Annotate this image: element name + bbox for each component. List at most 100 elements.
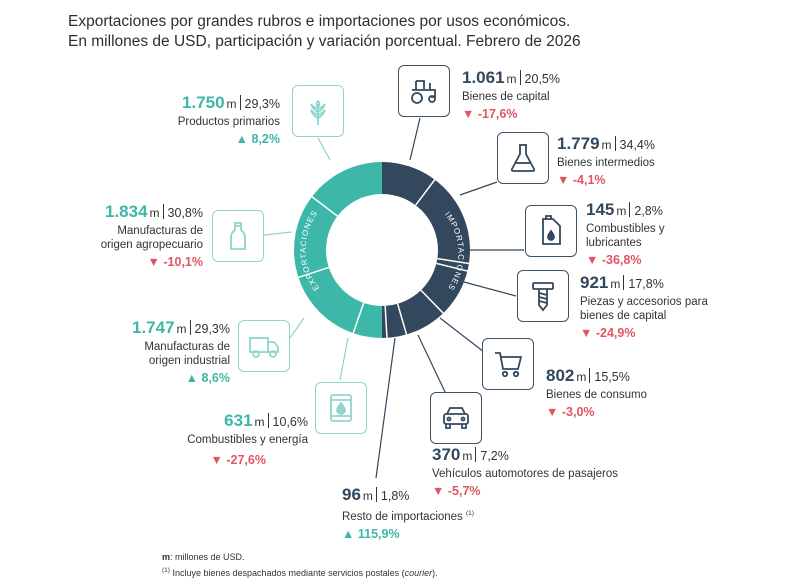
imports-segment-divider [436, 262, 468, 272]
donut-ring [294, 162, 470, 338]
imports-segment-divider [415, 179, 436, 206]
truck-icon [238, 320, 290, 372]
item-value: 1.834 [105, 202, 148, 221]
item-share: 29,3% [194, 322, 230, 336]
imports-ring-segment [382, 162, 470, 338]
leader-line [375, 337, 396, 479]
item-description: Piezas y accesorios para bienes de capit… [580, 296, 708, 322]
exports-item-productos-primarios: 1.750 m 29,3% Productos primarios ▲ 8,2% [177, 93, 280, 146]
imports-item-piezas-accesorios: 921 m 17,8% Piezas y accesorios para biene… [580, 273, 708, 340]
item-change: ▼ -27,6% [210, 453, 266, 467]
arrow-down-icon: ▼ [557, 173, 573, 187]
arrow-down-icon: ▼ [546, 405, 562, 419]
item-description: Bienes de consumo [546, 389, 648, 401]
imports-item-bienes-consumo: 802 m 15,5% Bienes de consumo ▼ -3,0% [546, 366, 648, 419]
item-change: ▼ -4,1% [557, 173, 606, 187]
leader-line [317, 137, 331, 161]
leader-line [409, 117, 421, 161]
item-change: ▼ -24,9% [580, 326, 636, 340]
oil-barrel-icon [315, 382, 367, 434]
item-share: 2,8% [634, 204, 663, 218]
car-icon [430, 392, 482, 444]
item-value: 1.750 [182, 93, 225, 112]
item-value: 1.747 [132, 318, 175, 337]
leader-line [289, 317, 305, 339]
leader-line [417, 334, 447, 395]
arrow-up-icon: ▲ [235, 132, 252, 146]
imports-segment-divider [384, 305, 388, 338]
item-description: Manufacturas de origen industrial [144, 341, 230, 367]
item-value: 370 [432, 445, 461, 464]
item-description: Manufacturas de origen agropecuario [100, 225, 203, 251]
item-description: Vehículos automotores de pasajeros [432, 468, 619, 480]
item-share: 7,2% [480, 449, 509, 463]
item-value: 145 [586, 200, 615, 219]
item-change: ▼ -36,8% [586, 253, 642, 267]
exports-ring-segment [294, 162, 382, 338]
exports-segment-divider [311, 196, 338, 217]
item-value: 802 [546, 366, 575, 385]
arrow-down-icon: ▼ [462, 107, 478, 121]
item-share: 34,4% [619, 138, 655, 152]
flask-icon [497, 132, 549, 184]
arrow-down-icon: ▼ [580, 326, 596, 340]
item-share: 17,8% [628, 277, 664, 291]
item-change: ▼ -10,1% [147, 255, 203, 269]
footnote-mark: (1) [466, 510, 474, 517]
exports-segment-divider [298, 266, 330, 279]
arrow-down-icon: ▼ [147, 255, 164, 269]
arrow-down-icon: ▼ [432, 484, 448, 498]
leader-line [463, 281, 517, 297]
title-line-1: Exportaciones por grandes rubros e impor… [68, 13, 571, 30]
bottle-icon [212, 210, 264, 262]
tractor-icon [398, 65, 450, 117]
item-value: 921 [580, 273, 609, 292]
imports-item-vehiculos: 370 m 7,2% Vehículos automotores de pasaje… [432, 445, 619, 498]
exports-item-manufacturas-industrial: 1.747 m 29,3% Manufacturas de origen indus… [132, 318, 230, 385]
leader-line [439, 317, 485, 353]
item-share: 30,8% [167, 206, 203, 220]
item-value: 96 [342, 485, 361, 504]
exports-segment-divider [352, 302, 365, 334]
footer-footnote: (1) Incluye bienes despachados mediante … [162, 567, 438, 578]
item-description: Combustibles y energía [187, 434, 308, 446]
item-value: 1.779 [557, 134, 600, 153]
exports-item-combustibles-energia: 631 m 10,6% Combustibles y energía ▼ -27,6… [187, 411, 308, 467]
arrow-up-icon: ▲ [342, 526, 358, 541]
imports-segment-divider [437, 257, 470, 265]
leader-line [339, 337, 349, 381]
item-change: ▲ 8,6% [185, 371, 230, 385]
item-share: 1,8% [380, 489, 410, 503]
chart-title: Exportaciones por grandes rubros e impor… [68, 12, 581, 52]
footer-unit-note: m: millones de USD. [162, 552, 245, 562]
item-share: 15,5% [594, 370, 630, 384]
item-share: 20,5% [524, 72, 560, 86]
item-value: 1.061 [462, 68, 505, 87]
leader-line [459, 181, 498, 196]
item-description: Bienes intermedios [557, 157, 655, 169]
imports-item-bienes-intermedios: 1.779 m 34,4% Bienes intermedios ▼ -4,1% [557, 134, 655, 187]
imports-segment-divider [396, 303, 408, 335]
imports-segment-divider [420, 289, 444, 314]
wheat-icon [292, 85, 344, 137]
item-change: ▼ -5,7% [432, 484, 481, 498]
title-line-2: En millones de USD, participación y vari… [68, 33, 581, 50]
leader-lines [263, 117, 524, 479]
arrow-up-icon: ▲ [185, 371, 202, 385]
shopping-cart-icon [482, 338, 534, 390]
arrow-down-icon: ▼ [210, 453, 227, 467]
leader-line [263, 231, 293, 236]
item-description: Bienes de capital [462, 91, 550, 103]
item-value: 631 [224, 411, 253, 430]
item-change: ▼ -3,0% [546, 405, 595, 419]
imports-item-resto: 96 m 1,8% Resto de importaciones (1) ▲ 115… [342, 485, 474, 541]
imports-item-bienes-capital: 1.061 m 20,5% Bienes de capital ▼ -17,6% [462, 68, 560, 121]
item-share: 29,3% [244, 97, 280, 111]
screw-icon [517, 270, 569, 322]
imports-item-combustibles-lubricantes: 145 m 2,8% Combustibles y lubricantes ▼ -3… [586, 200, 665, 267]
arrow-down-icon: ▼ [586, 253, 602, 267]
fuel-can-icon [525, 205, 577, 257]
item-change: ▼ -17,6% [462, 107, 518, 121]
item-description: Productos primarios [177, 116, 280, 128]
